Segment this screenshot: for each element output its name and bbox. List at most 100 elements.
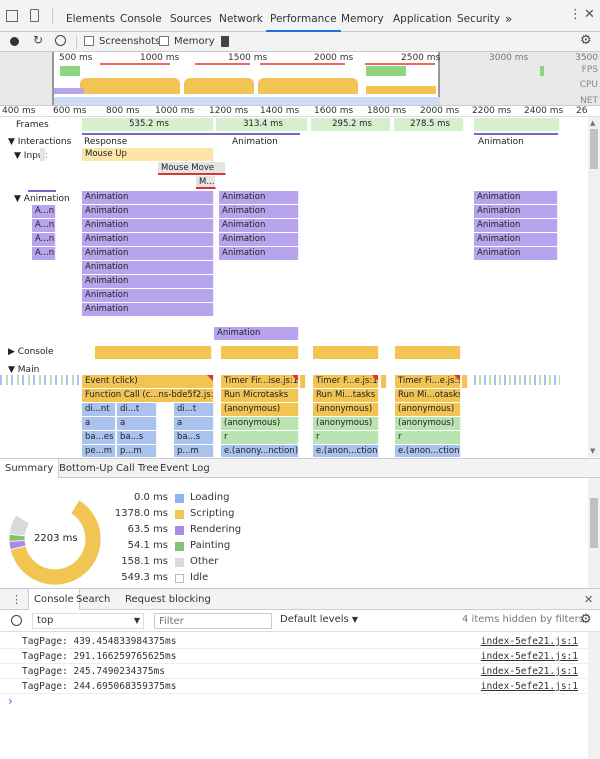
console-track-label[interactable]: ▶ Console [8, 347, 54, 357]
animation-block[interactable]: Animation [219, 247, 299, 260]
animation-block[interactable]: Animation [219, 205, 299, 218]
drawer-close-icon[interactable]: ✕ [584, 593, 594, 606]
tab-memory[interactable]: Memory [341, 13, 384, 25]
console-block[interactable] [395, 346, 461, 359]
console-block[interactable] [95, 346, 212, 359]
tab-call-tree[interactable]: Call Tree [116, 463, 159, 474]
frame-block[interactable]: 295.2 ms [311, 118, 391, 131]
scroll-up-icon[interactable]: ▲ [590, 119, 596, 127]
settings-gear-icon[interactable]: ⚙ [580, 33, 592, 48]
tab-security[interactable]: Security [457, 13, 501, 25]
main-task-block[interactable]: r [313, 431, 379, 444]
main-task-block[interactable]: Timer F...e.js:1) [313, 375, 379, 388]
close-icon[interactable]: ✕ [584, 7, 595, 22]
tab-performance[interactable]: Performance [266, 0, 341, 32]
frame-block[interactable]: 278.5 ms [394, 118, 464, 131]
mouse-up-block[interactable]: Mouse Up [82, 148, 214, 161]
tab-sources[interactable]: Sources [170, 13, 212, 25]
animation-block[interactable]: Animation [82, 247, 214, 260]
console-block[interactable] [313, 346, 379, 359]
tab-summary[interactable]: Summary [0, 459, 60, 478]
log-levels-dropdown[interactable]: Default levels ▼ [280, 614, 358, 625]
animation-block[interactable]: Animation [82, 303, 214, 316]
console-scrollbar[interactable] [588, 632, 600, 759]
call-block[interactable]: ba...s [174, 431, 214, 444]
main-task-block[interactable] [381, 375, 387, 388]
drawer-menu-icon[interactable]: ⋮ [11, 593, 22, 606]
main-task-block[interactable]: (anonymous) [395, 417, 461, 430]
main-task-block[interactable]: (anonymous) [313, 403, 379, 416]
timeline-overview[interactable]: 500 ms 1000 ms 1500 ms 2000 ms 2500 ms 3… [0, 52, 600, 106]
summary-scrollbar[interactable] [588, 478, 600, 588]
main-task-block[interactable]: (anonymous) [395, 403, 461, 416]
tab-drawer-search[interactable]: Search [76, 594, 111, 605]
animation-short-block[interactable]: A...n [32, 219, 56, 232]
call-block[interactable]: p...m [174, 445, 214, 457]
console-filter-input[interactable] [154, 613, 272, 629]
animation-short-block[interactable]: A...n [32, 233, 56, 246]
main-task-block[interactable]: e.(anon...ction) [313, 445, 379, 457]
call-block[interactable]: ba...s [117, 431, 157, 444]
screenshots-checkbox[interactable] [84, 36, 94, 47]
clear-icon[interactable] [55, 35, 66, 46]
animation-block[interactable]: Animation [219, 233, 299, 246]
flame-chart[interactable]: Frames 535.2 ms 313.4 ms 295.2 ms 278.5 … [0, 117, 588, 457]
m-block[interactable]: M... [196, 176, 216, 189]
console-prompt[interactable]: › [8, 694, 13, 708]
animation-block[interactable]: Animation [219, 219, 299, 232]
animation-block[interactable]: Animation [82, 275, 214, 288]
input-track-label[interactable]: ▼ Input [14, 151, 48, 161]
console-settings-icon[interactable]: ⚙ [580, 612, 592, 627]
frame-block[interactable]: 535.2 ms [82, 118, 214, 131]
garbage-collect-icon[interactable] [221, 36, 229, 47]
console-block[interactable] [221, 346, 299, 359]
animation-block[interactable]: Animation [474, 191, 558, 204]
scrollbar-thumb[interactable] [590, 129, 598, 169]
call-block[interactable]: pe...m [82, 445, 116, 457]
main-task-block[interactable]: Timer Fi...e.js:1) [395, 375, 461, 388]
animation-block[interactable]: Animation [82, 261, 214, 274]
call-block[interactable]: p...m [117, 445, 157, 457]
device-toolbar-icon[interactable] [30, 9, 39, 22]
log-source-link[interactable]: index-5efe21.js:1 [480, 636, 578, 647]
main-task-block[interactable]: r [221, 431, 299, 444]
tab-elements[interactable]: Elements [66, 13, 115, 25]
animation-short-block[interactable]: A...n [32, 205, 56, 218]
main-task-block[interactable] [300, 375, 306, 388]
call-block[interactable]: a [82, 417, 116, 430]
tab-drawer-request-blocking[interactable]: Request blocking [125, 594, 211, 605]
main-task-block[interactable]: Run Mi...otasks [395, 389, 461, 402]
mouse-move-block[interactable]: Mouse Move [158, 162, 226, 175]
frame-block[interactable] [474, 118, 560, 131]
animation-block[interactable]: Animation [474, 205, 558, 218]
memory-checkbox[interactable] [159, 36, 169, 47]
main-task-block[interactable] [462, 375, 468, 388]
animation-block[interactable]: Animation [474, 233, 558, 246]
scrollbar-thumb[interactable] [590, 498, 598, 548]
inspect-element-icon[interactable] [6, 10, 18, 22]
main-task-block[interactable]: (anonymous) [221, 403, 299, 416]
tab-event-log[interactable]: Event Log [160, 463, 210, 474]
animation-block[interactable]: Animation [474, 247, 558, 260]
log-source-link[interactable]: index-5efe21.js:1 [480, 651, 578, 662]
main-task-block[interactable]: Run Microtasks [221, 389, 299, 402]
main-task-block[interactable]: Timer Fir...ise.js:1) [221, 375, 299, 388]
reload-icon[interactable]: ↻ [33, 33, 44, 47]
flame-chart-scrollbar[interactable]: ▲ ▼ [588, 117, 600, 457]
tab-drawer-console[interactable]: Console [28, 589, 80, 610]
animation-short-block[interactable]: A...n [32, 247, 56, 260]
context-selector[interactable]: top ▼ [32, 613, 144, 629]
event-click-block[interactable]: Event (click) [82, 375, 214, 388]
call-block[interactable]: di...t [174, 403, 214, 416]
animation-track-label[interactable]: ▼ Animation [14, 194, 70, 204]
main-task-block[interactable]: Run Mi...tasks [313, 389, 379, 402]
main-task-block[interactable]: (anonymous) [313, 417, 379, 430]
clear-console-icon[interactable] [11, 615, 22, 626]
main-task-block[interactable]: e.(anony...nction) [221, 445, 299, 457]
animation-block[interactable]: Animation [82, 289, 214, 302]
call-block[interactable]: ba...es [82, 431, 116, 444]
call-block[interactable]: a [117, 417, 157, 430]
animation-block[interactable]: Animation [82, 205, 214, 218]
selection-handle-right[interactable] [438, 52, 440, 105]
main-task-block[interactable]: (anonymous) [221, 417, 299, 430]
